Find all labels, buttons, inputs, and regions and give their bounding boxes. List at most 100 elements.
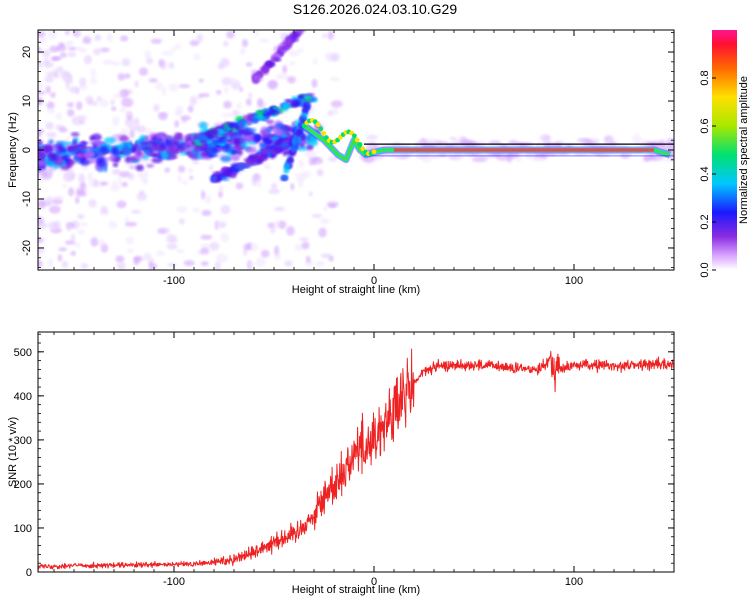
spectrogram-cell [212,171,221,175]
ridge-dot [321,130,326,136]
spectrogram-cell [298,160,305,168]
snr-ticks [38,332,675,573]
spectrogram-cell [273,245,280,256]
spectrogram-cell [50,92,56,98]
spectrogram-cell [128,143,133,149]
spectrogram-cell [92,100,98,106]
spectrogram-cell [237,116,243,121]
spectrogram-cell [296,145,308,152]
snr-x-label: Height of straight line (km) [292,584,420,596]
spectrogram-cell [168,149,180,155]
ridge-dot [371,149,377,155]
spectrogram-cell [89,135,95,141]
spectrogram-cell [138,67,149,76]
spectrogram-cell [297,48,304,53]
spectrogram-cell [239,47,246,56]
spectrogram-cell [241,38,249,48]
spectrogram-cell [211,146,219,153]
spectrogram-cell [305,17,314,22]
spectrogram-cell [240,142,246,149]
spectrogram-cell [100,205,108,214]
spectrogram-cell [328,156,338,162]
spectrogram-cell [272,127,281,136]
spectrogram-cell [268,188,281,195]
spectrogram-cell [300,118,305,122]
spectrogram-cell [284,162,291,170]
spectrogram-cell [308,191,313,197]
spectrogram-ridge [301,117,674,164]
spectrogram-cell [201,209,212,217]
spectrogram-cell [263,114,270,118]
spectrogram-cell [136,192,148,201]
spectrogram-cell [216,253,228,263]
spectrogram-cell [118,151,124,155]
spectrogram-cell [228,132,238,137]
snr-series-line [38,348,674,570]
spectrogram-cell [215,135,227,140]
spectrogram-cell [46,101,55,110]
spectrogram-cell [217,173,227,177]
spectrogram-cell [263,138,274,145]
spectrogram-cell [216,128,226,136]
spectrogram-cell [119,35,129,42]
ridge-dot [324,135,329,141]
spectrogram-cell [90,76,98,85]
spectrogram-cell [236,102,243,109]
spectrogram-cell [265,128,273,133]
spectrogram-cell [247,261,256,267]
spectrogram-cell [222,112,233,118]
spectrogram-cell [539,134,552,141]
spectrogram-cell [230,154,240,162]
spectrogram-cell [38,237,44,244]
spectrogram-cell [273,206,286,212]
spectrogram-cell [214,139,226,144]
spectrogram-cell [200,243,212,249]
spectrogram-cell [109,154,116,161]
colorbar-tick-label: 0.2 [699,214,711,229]
y-tick-label: 500 [14,347,32,359]
spectrogram-cell [327,110,334,117]
spectrogram-cell [287,40,293,46]
spectrogram-cell [161,86,167,97]
x-tick-label: 100 [565,275,583,287]
spectrogram-cell [189,95,198,106]
spectrogram-cell [148,78,158,83]
spectrogram-cell [195,139,201,144]
spectrogram-cell [158,58,164,68]
spectrogram-cell [123,73,131,79]
spectrogram-cell [245,146,257,154]
spectrogram-cell [323,205,328,211]
spectrogram-cell [111,116,120,126]
y-tick-label: 200 [14,479,32,491]
spectrogram-cell [57,254,63,262]
spectrogram-cell [145,57,154,65]
spectrogram-cell [331,52,340,62]
spectrogram-cell [53,220,61,230]
spectrogram-cell [87,158,98,164]
spectrogram-cell [269,109,279,114]
spectrogram-cell [176,205,188,213]
spectrogram-cell [82,36,92,44]
spectrogram-cell [267,222,276,229]
spectrogram-cell [246,141,257,145]
spectrogram-cell [153,103,160,112]
spectrogram-cell [48,153,58,162]
spectrogram-cell [58,247,68,252]
spectrogram-cell [77,213,85,220]
spectrogram-cell [200,247,210,255]
spectrogram-cell [328,204,337,209]
spectrogram-cell [164,167,171,173]
spectrogram-cell [175,144,184,150]
spectrogram-cell [96,159,108,168]
spectrogram-cell [290,33,298,37]
spectrogram-cell [219,57,230,68]
spectrogram-cell [143,253,152,262]
spectrogram-cell [304,103,310,111]
spectrogram-cell [166,243,178,250]
spectrogram-cell [174,110,183,117]
spectrogram-cell [67,102,74,108]
spectrogram-cell [247,155,258,161]
spectrogram-cell [38,30,46,38]
